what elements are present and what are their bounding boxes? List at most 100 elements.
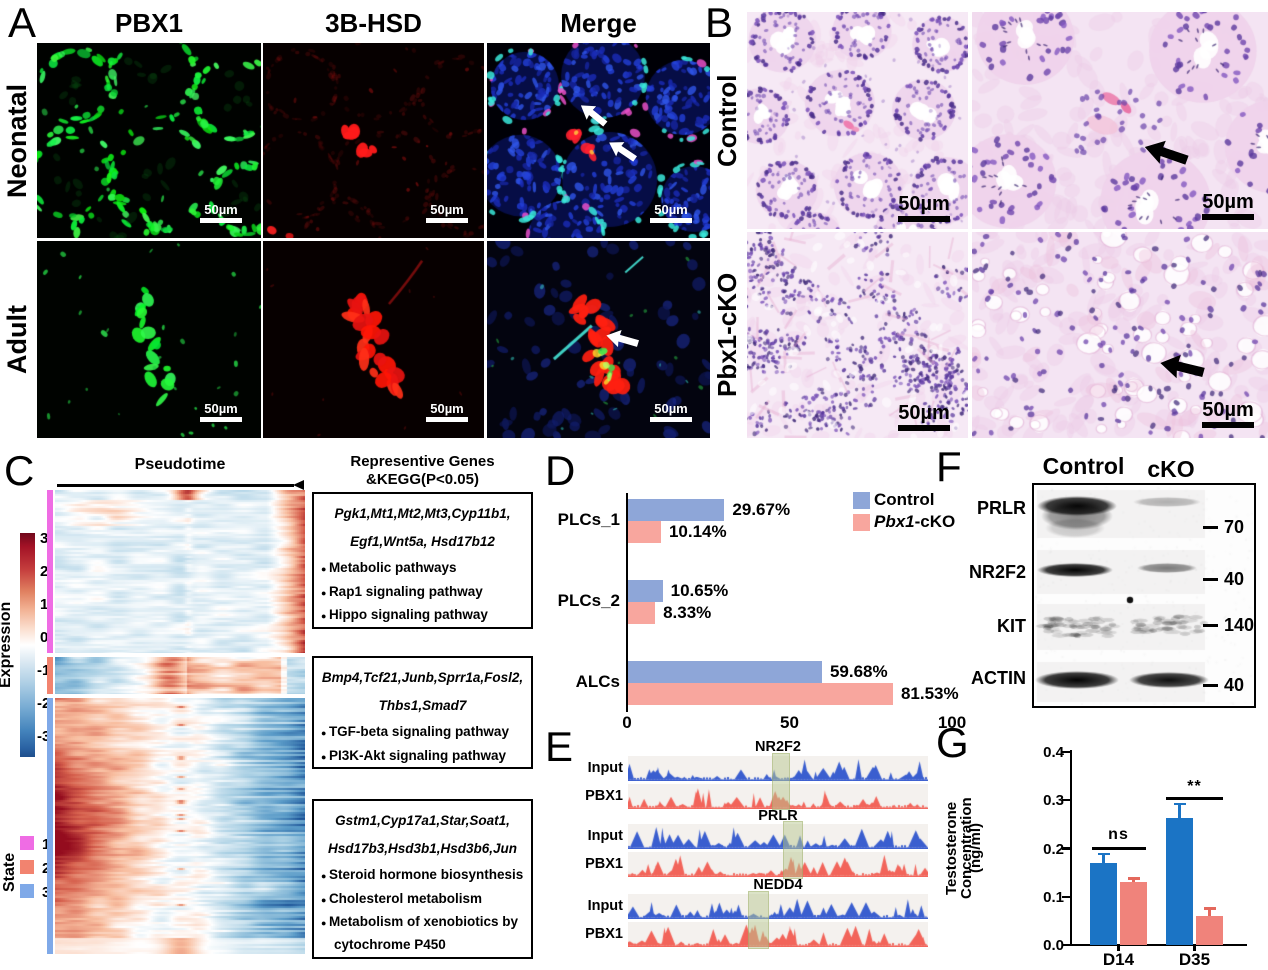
- track-label-input: Input: [587, 898, 623, 914]
- chip-track-title-prlr: PRLR: [758, 808, 798, 824]
- scale-bar-label: 50µm: [430, 202, 464, 217]
- track-label-pbx1: PBX1: [585, 926, 623, 942]
- colorbar-tick: 3: [40, 530, 49, 547]
- adult-merge-micrograph: [487, 241, 710, 438]
- scale-bar: 50µm: [426, 203, 468, 223]
- colorbar-tick: 1: [40, 596, 49, 613]
- scale-bar-label: 50µm: [1202, 191, 1254, 213]
- pseudotime-arrow-line: [57, 484, 294, 487]
- panel-c-label: C: [4, 447, 35, 494]
- pseudotime-label: Pseudotime: [134, 456, 226, 473]
- g-y-tick: [1062, 943, 1070, 947]
- adult-3bhsd-micrograph: [263, 241, 484, 438]
- chip-track-title-nr2f2: NR2F2: [755, 739, 801, 755]
- scale-bar-line: [1202, 214, 1254, 220]
- blot-protein-label: ACTIN: [971, 668, 1026, 688]
- blot-marker-kda: 40: [1224, 675, 1245, 695]
- colorbar-tick: 2: [40, 563, 49, 580]
- genes-header-line1: Representive Genes: [350, 453, 495, 470]
- control-he-low-mag-micrograph: [747, 12, 968, 229]
- adult-pbx1-micrograph: [37, 241, 261, 438]
- d-bar: [628, 580, 663, 602]
- g-sig-line: [1091, 847, 1146, 850]
- scale-bar-line: [650, 218, 692, 223]
- scale-bar-label: 50µm: [204, 202, 238, 217]
- marker-dash: [1203, 578, 1218, 581]
- scale-bar-label: 50µm: [898, 193, 950, 215]
- panel-b-row-label-control: Control: [712, 74, 742, 167]
- panel-a-row-label-neonatal: Neonatal: [2, 83, 32, 198]
- g-error-cap: [1097, 853, 1110, 856]
- track-label-input: Input: [587, 828, 623, 844]
- g-y-axis: [1069, 750, 1072, 946]
- prlr-peak-highlight: [783, 821, 803, 879]
- scale-bar-line: [426, 417, 468, 422]
- track-label-input: Input: [587, 760, 623, 776]
- scale-bar-line: [200, 218, 242, 223]
- g-y-tick: [1062, 750, 1070, 754]
- d-bar: [628, 499, 725, 521]
- blot-protein-label: KIT: [997, 616, 1026, 636]
- scale-bar: 50µm: [650, 203, 692, 223]
- g-y-tick-label: 0.4: [1043, 744, 1064, 761]
- chip-track-title-nedd4: NEDD4: [753, 877, 803, 893]
- panel-d-label: D: [545, 447, 576, 494]
- gene-box-state2: Bmp4,Tcf21,Junb,Sprr1a,Fosl2,Thbs1,Smad7…: [312, 656, 533, 769]
- nedd4-peak-highlight: [748, 891, 769, 949]
- g-sig-label: **: [1187, 778, 1202, 795]
- blot-marker-kda: 140: [1224, 615, 1255, 635]
- g-bar: [1090, 862, 1117, 945]
- pseudotime-heatmap-block3: [55, 698, 305, 954]
- g-sig-line: [1166, 797, 1223, 800]
- scale-bar: 50µm: [426, 402, 468, 422]
- arrow-icon: [609, 142, 637, 162]
- gene-box-state1: Pgk1,Mt1,Mt2,Mt3,Cyp11b1, Egf1,Wnt5a, Hs…: [312, 492, 533, 629]
- heatmap-state2-strip: [47, 657, 53, 694]
- g-x-tick: [1193, 945, 1196, 951]
- g-x-label: D14: [1102, 950, 1135, 969]
- arrow-icon: [1160, 354, 1205, 379]
- panel-b-label: B: [705, 0, 734, 46]
- scale-bar-line: [200, 417, 242, 422]
- marker-dash: [1203, 684, 1218, 687]
- gene-list: Gstm1,Cyp17a1,Star,Soat1, Hsd17b3,Hsd3b1…: [327, 813, 518, 856]
- gene-box-state3: Gstm1,Cyp17a1,Star,Soat1, Hsd17b3,Hsd3b1…: [312, 799, 533, 959]
- scale-bar: 50µm: [898, 403, 950, 431]
- arrow-icon: [580, 105, 608, 127]
- kegg-term: Metabolic pathways: [321, 556, 524, 579]
- kegg-term: Metabolism of xenobiotics by cytochrome …: [321, 910, 524, 956]
- genes-kegg-header: Representive Genes &KEGG(P<0.05): [310, 453, 535, 489]
- state-3-label: 3: [42, 885, 50, 900]
- blot-lane-header-control: Control: [1042, 453, 1125, 479]
- g-y-tick: [1062, 799, 1070, 802]
- state-1-label: 1: [42, 837, 50, 852]
- nedd4-pbx1-track: [628, 922, 928, 947]
- state-2-swatch: [20, 860, 34, 874]
- kegg-term: Hippo signaling pathway: [321, 603, 524, 626]
- d-bar-value: 81.53%: [900, 684, 959, 703]
- d-x-tick-label: 0: [622, 713, 632, 732]
- d-bar: [628, 521, 661, 543]
- arrow-icon: [606, 330, 640, 348]
- d-bar: [628, 602, 656, 624]
- g-sig-label: ns: [1108, 826, 1129, 843]
- cko-he-low-mag-micrograph: [747, 232, 968, 438]
- scale-bar-label: 50µm: [654, 202, 688, 217]
- scale-bar-line: [1202, 422, 1254, 428]
- panel-a-label: A: [8, 0, 37, 46]
- blot-protein-label: NR2F2: [968, 562, 1026, 582]
- heatmap-state1-strip: [47, 490, 53, 653]
- control-he-high-mag-micrograph: [972, 12, 1268, 229]
- scale-bar-label: 50µm: [654, 401, 688, 416]
- kegg-term: TGF-beta signaling pathway: [321, 720, 524, 743]
- expression-colorbar: [20, 533, 35, 757]
- g-error-cap: [1173, 802, 1186, 805]
- scale-bar-line: [426, 218, 468, 223]
- scale-bar-line: [898, 425, 950, 431]
- scale-bar: 50µm: [1202, 400, 1254, 428]
- scale-bar-label: 50µm: [1202, 399, 1254, 421]
- g-y-axis-label-line2: (ng/ml): [967, 823, 984, 874]
- blot-lane-header-cko: cKO: [1147, 456, 1195, 482]
- blot-marker-kda: 70: [1224, 517, 1245, 537]
